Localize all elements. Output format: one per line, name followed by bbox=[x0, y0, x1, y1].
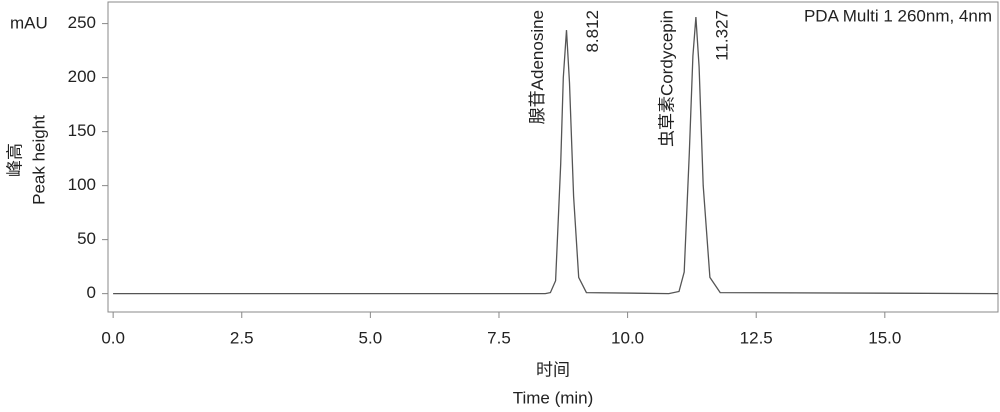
y-tick-label: 50 bbox=[77, 229, 96, 248]
x-tick-label: 7.5 bbox=[487, 328, 511, 347]
y-label: Peak height bbox=[29, 115, 48, 205]
peak-label: 虫草素Cordycepin bbox=[657, 10, 676, 147]
peak-time: 11.327 bbox=[712, 10, 731, 61]
y-label-cn: 峰高 bbox=[5, 143, 24, 177]
y-tick-label: 250 bbox=[68, 13, 96, 32]
x-tick-label: 12.5 bbox=[740, 328, 773, 347]
peak-time: 8.812 bbox=[583, 10, 602, 53]
legend-text: PDA Multi 1 260nm, 4nm bbox=[804, 6, 992, 25]
x-tick-label: 2.5 bbox=[230, 328, 254, 347]
x-label-cn: 时间 bbox=[536, 360, 570, 379]
y-unit: mAU bbox=[10, 13, 48, 32]
x-label: Time (min) bbox=[513, 388, 594, 407]
x-tick-label: 15.0 bbox=[868, 328, 901, 347]
y-tick-label: 150 bbox=[68, 121, 96, 140]
peak-label: 腺苷Adenosine bbox=[528, 10, 547, 124]
plot-frame bbox=[107, 1, 999, 313]
x-tick-label: 0.0 bbox=[101, 328, 125, 347]
y-tick-label: 200 bbox=[68, 67, 96, 86]
trace bbox=[113, 17, 999, 295]
legend-box bbox=[762, 4, 996, 30]
y-tick-label: 0 bbox=[87, 283, 96, 302]
x-tick-label: 10.0 bbox=[611, 328, 644, 347]
y-tick-label: 100 bbox=[68, 175, 96, 194]
x-tick-label: 5.0 bbox=[359, 328, 383, 347]
